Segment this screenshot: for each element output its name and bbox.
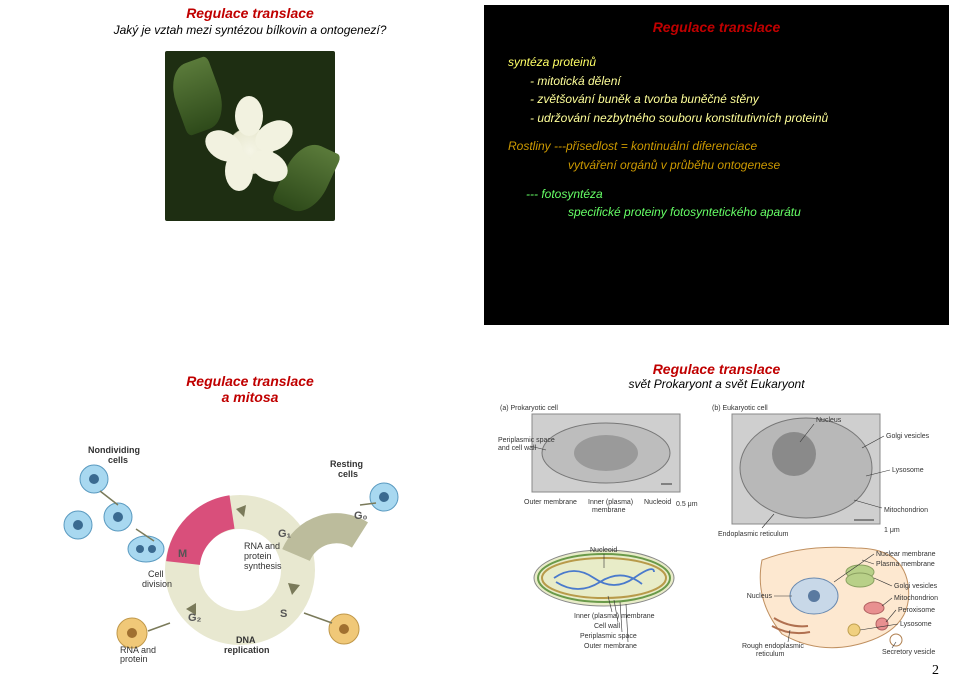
label-cellwall2: Cell wall	[594, 623, 621, 630]
label-innermem1: Inner (plasma)	[588, 499, 633, 506]
slide4-title2: svět Prokaryont a svět Eukaryont	[484, 377, 949, 391]
label-rna1: RNA and	[244, 541, 280, 551]
label-nucleoid2: Nucleoid	[590, 547, 617, 554]
label-plasmamem: Plasma membrane	[876, 561, 935, 568]
label-resting: Resting	[330, 459, 363, 469]
label-er: Endoplasmic reticulum	[718, 531, 789, 538]
phase-g0: G₀	[354, 510, 368, 522]
label-scale2: 1 μm	[884, 527, 900, 534]
label-scale1: 0.5 μm	[676, 501, 698, 508]
label-mito2: Mitochondrion	[894, 595, 938, 602]
slide-4: Regulace translace svět Prokaryont a svě…	[484, 355, 949, 670]
slide2-photo-line: --- fotosyntéza	[508, 185, 925, 204]
label-celldiv2: division	[142, 579, 172, 589]
label-innermem2: membrane	[592, 507, 626, 514]
slide-1: Regulace translace Jaký je vztah mezi sy…	[30, 5, 470, 325]
slide2-bullet: - zvětšování buněk a tvorba buněčné stěn…	[508, 90, 925, 109]
label-nondividing: Nondividing	[88, 445, 140, 455]
panel-b-label: (b) Eukaryotic cell	[712, 405, 768, 412]
label-golgi2: Golgi vesicles	[894, 583, 938, 590]
panel-a-label: (a) Prokaryotic cell	[500, 405, 558, 412]
label-protein2: protein	[120, 654, 148, 664]
slide3-title1: Regulace translace	[30, 373, 470, 389]
label-protein1: protein	[244, 551, 272, 561]
label-perox: Peroxisome	[898, 607, 935, 614]
slide2-plants-line: vytváření orgánů v průběhu ontogenese	[508, 156, 925, 175]
label-lysosome: Lysosome	[892, 467, 924, 474]
cell-cycle-diagram: M G₁ G₀ S G₂ Nondividing cells Resting c…	[60, 445, 440, 665]
label-lyso2: Lysosome	[900, 621, 932, 628]
label-rer1: Rough endoplasmic	[742, 643, 804, 650]
label-outermem: Outer membrane	[524, 499, 577, 506]
label-dna1: DNA	[236, 635, 256, 645]
phase-g1: G₁	[278, 528, 292, 540]
label-nucleus: Nucleus	[816, 417, 842, 424]
label-cells1: cells	[108, 455, 128, 465]
label-cells2: cells	[338, 469, 358, 479]
label-golgi: Golgi vesicles	[886, 433, 930, 440]
label-secves: Secretory vesicle	[882, 649, 935, 656]
label-periplasmic: Periplasmic space	[498, 437, 555, 444]
label-innerplasma: Inner (plasma) membrane	[574, 613, 655, 620]
label-synth1: synthesis	[244, 561, 282, 571]
slide2-plants-line: Rostliny ---přisedlost = kontinuální dif…	[508, 137, 925, 156]
phase-s: S	[280, 608, 287, 620]
label-nucleoid: Nucleoid	[644, 499, 671, 506]
label-dna2: replication	[224, 645, 270, 655]
slide1-title: Regulace translace	[30, 5, 470, 21]
phase-m: M	[178, 548, 187, 560]
label-nucleus2: Nucleus	[747, 593, 773, 600]
slide2-bullet: - udržování nezbytného souboru konstitut…	[508, 109, 925, 128]
slide-3: Regulace translace a mitosa M G₁ G₀ S G₂	[30, 355, 470, 670]
label-celldiv1: Cell	[148, 569, 164, 579]
slide2-photo-line: specifické proteiny fotosyntetického apa…	[508, 203, 925, 222]
phase-g2: G₂	[188, 612, 202, 624]
slide4-title1: Regulace translace	[484, 361, 949, 377]
label-nucmem: Nuclear membrane	[876, 551, 936, 558]
label-rer2: reticulum	[756, 651, 785, 658]
flower-image	[165, 51, 335, 221]
slide2-header: syntéza proteinů	[508, 53, 925, 72]
label-outermem2: Outer membrane	[584, 643, 637, 650]
slide3-title2: a mitosa	[30, 389, 470, 405]
cell-comparison-diagram: (a) Prokaryotic cell Periplasmic space a…	[494, 400, 939, 660]
slide1-subtitle: Jaký je vztah mezi syntézou bílkovin a o…	[30, 23, 470, 37]
leaf-shape	[164, 55, 230, 136]
slide2-title: Regulace translace	[508, 19, 925, 35]
slide-2: Regulace translace syntéza proteinů - mi…	[484, 5, 949, 325]
label-perispace: Periplasmic space	[580, 633, 637, 640]
label-mito: Mitochondrion	[884, 507, 928, 514]
page-number: 2	[932, 663, 939, 679]
slide2-bullet: - mitotická dělení	[508, 72, 925, 91]
